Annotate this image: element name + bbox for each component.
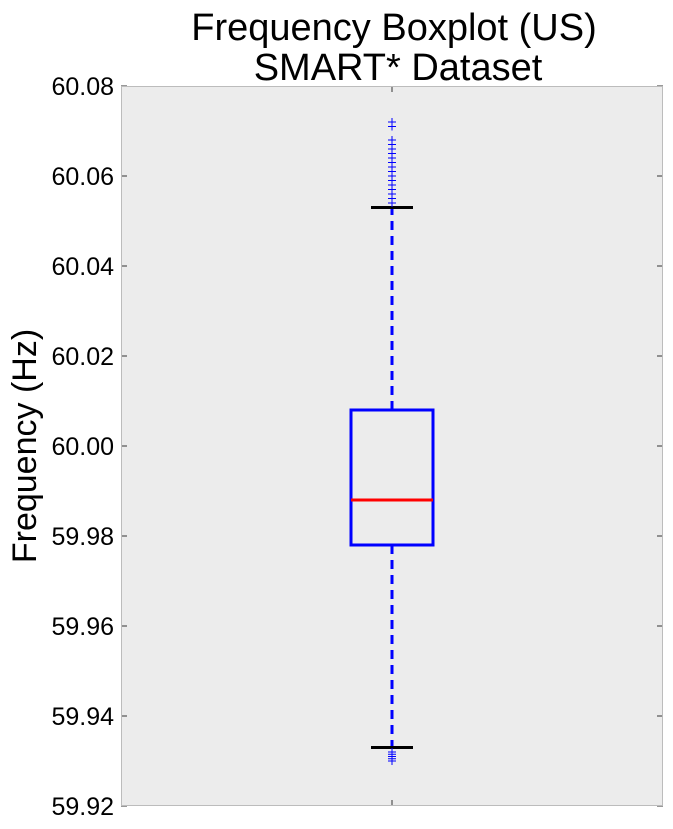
interquartile-box [349,408,435,547]
y-tick-label: 59.98 [51,523,114,551]
y-axis-ticks: 59.92 59.94 59.96 59.98 60.00 60.02 60.04 60.06… [51,73,663,821]
chart-title-line-1: Frequency Boxplot (US) [191,7,597,49]
y-tick-label: 59.92 [51,793,114,821]
outlier-point [388,136,396,144]
chart-title: Frequency Boxplot (US) SMART* Dataset [191,7,597,89]
outlier-point [388,748,396,756]
y-tick-label: 60.04 [51,253,114,281]
outlier-point [388,118,396,126]
y-tick-label: 60.08 [51,73,114,101]
y-tick-label: 60.06 [51,163,114,191]
y-tick-label: 59.96 [51,613,114,641]
y-tick-label: 59.94 [51,703,114,731]
chart-title-line-2: SMART* Dataset [254,47,543,89]
y-tick-label: 60.02 [51,343,114,371]
plot-frame [121,86,663,806]
y-axis-label: Frequency (Hz) [6,329,44,563]
boxplot-marks [349,118,435,765]
y-tick-label: 60.00 [51,433,114,461]
